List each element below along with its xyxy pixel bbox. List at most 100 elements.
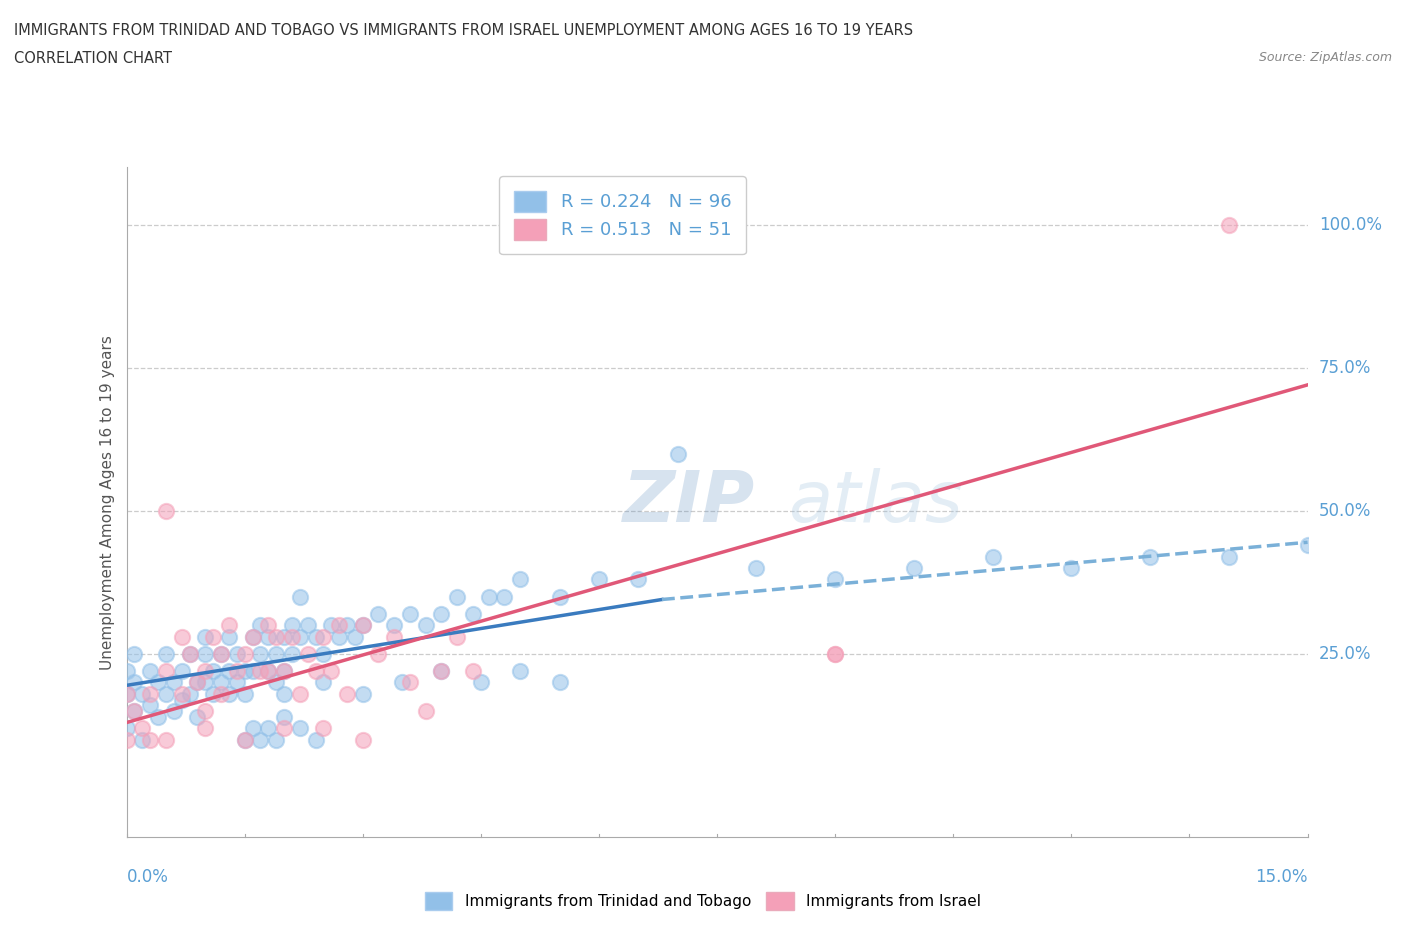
- Point: [461, 664, 484, 679]
- Point: [249, 732, 271, 747]
- Point: [194, 721, 217, 736]
- Point: [1218, 549, 1240, 564]
- Point: [242, 664, 264, 679]
- Point: [1060, 561, 1083, 576]
- Point: [328, 630, 350, 644]
- Point: [367, 606, 389, 621]
- Point: [131, 732, 153, 747]
- Text: 75.0%: 75.0%: [1319, 359, 1371, 377]
- Text: IMMIGRANTS FROM TRINIDAD AND TOBAGO VS IMMIGRANTS FROM ISRAEL UNEMPLOYMENT AMONG: IMMIGRANTS FROM TRINIDAD AND TOBAGO VS I…: [14, 23, 912, 38]
- Point: [209, 646, 232, 661]
- Point: [352, 618, 374, 632]
- Point: [312, 646, 335, 661]
- Point: [170, 692, 193, 707]
- Point: [139, 732, 162, 747]
- Point: [1139, 549, 1161, 564]
- Point: [288, 630, 311, 644]
- Point: [194, 704, 217, 719]
- Text: CORRELATION CHART: CORRELATION CHART: [14, 51, 172, 66]
- Point: [233, 664, 256, 679]
- Point: [824, 646, 846, 661]
- Point: [163, 675, 186, 690]
- Point: [382, 630, 405, 644]
- Point: [139, 686, 162, 701]
- Point: [588, 572, 610, 587]
- Point: [391, 675, 413, 690]
- Text: Source: ZipAtlas.com: Source: ZipAtlas.com: [1258, 51, 1392, 64]
- Point: [627, 572, 650, 587]
- Point: [981, 549, 1004, 564]
- Point: [202, 664, 225, 679]
- Point: [304, 630, 326, 644]
- Text: 0.0%: 0.0%: [127, 868, 169, 885]
- Point: [242, 721, 264, 736]
- Point: [399, 675, 422, 690]
- Point: [139, 664, 162, 679]
- Point: [509, 572, 531, 587]
- Point: [225, 675, 247, 690]
- Point: [218, 630, 240, 644]
- Point: [382, 618, 405, 632]
- Point: [430, 664, 453, 679]
- Point: [194, 646, 217, 661]
- Point: [446, 630, 468, 644]
- Point: [155, 686, 177, 701]
- Point: [225, 646, 247, 661]
- Point: [745, 561, 768, 576]
- Point: [170, 686, 193, 701]
- Point: [257, 664, 280, 679]
- Point: [233, 732, 256, 747]
- Point: [352, 618, 374, 632]
- Point: [666, 446, 689, 461]
- Point: [155, 664, 177, 679]
- Point: [264, 646, 287, 661]
- Point: [233, 732, 256, 747]
- Point: [328, 618, 350, 632]
- Point: [470, 675, 492, 690]
- Point: [179, 686, 201, 701]
- Point: [548, 590, 571, 604]
- Point: [273, 686, 295, 701]
- Point: [179, 646, 201, 661]
- Point: [194, 664, 217, 679]
- Point: [478, 590, 501, 604]
- Point: [273, 721, 295, 736]
- Point: [430, 664, 453, 679]
- Point: [903, 561, 925, 576]
- Point: [312, 721, 335, 736]
- Point: [297, 618, 319, 632]
- Point: [202, 630, 225, 644]
- Point: [186, 675, 208, 690]
- Point: [548, 675, 571, 690]
- Point: [430, 606, 453, 621]
- Point: [343, 630, 366, 644]
- Point: [115, 686, 138, 701]
- Point: [186, 710, 208, 724]
- Point: [824, 646, 846, 661]
- Text: 100.0%: 100.0%: [1319, 216, 1382, 233]
- Point: [257, 630, 280, 644]
- Point: [304, 664, 326, 679]
- Point: [288, 686, 311, 701]
- Point: [242, 630, 264, 644]
- Point: [115, 664, 138, 679]
- Point: [281, 630, 304, 644]
- Point: [131, 721, 153, 736]
- Point: [264, 675, 287, 690]
- Point: [179, 646, 201, 661]
- Point: [257, 664, 280, 679]
- Point: [312, 630, 335, 644]
- Legend: Immigrants from Trinidad and Tobago, Immigrants from Israel: Immigrants from Trinidad and Tobago, Imm…: [418, 884, 988, 918]
- Point: [163, 704, 186, 719]
- Point: [367, 646, 389, 661]
- Text: 50.0%: 50.0%: [1319, 502, 1371, 520]
- Point: [194, 630, 217, 644]
- Point: [115, 686, 138, 701]
- Text: ZIP: ZIP: [623, 468, 755, 537]
- Point: [115, 721, 138, 736]
- Point: [264, 732, 287, 747]
- Point: [312, 675, 335, 690]
- Point: [124, 646, 146, 661]
- Point: [218, 664, 240, 679]
- Point: [155, 732, 177, 747]
